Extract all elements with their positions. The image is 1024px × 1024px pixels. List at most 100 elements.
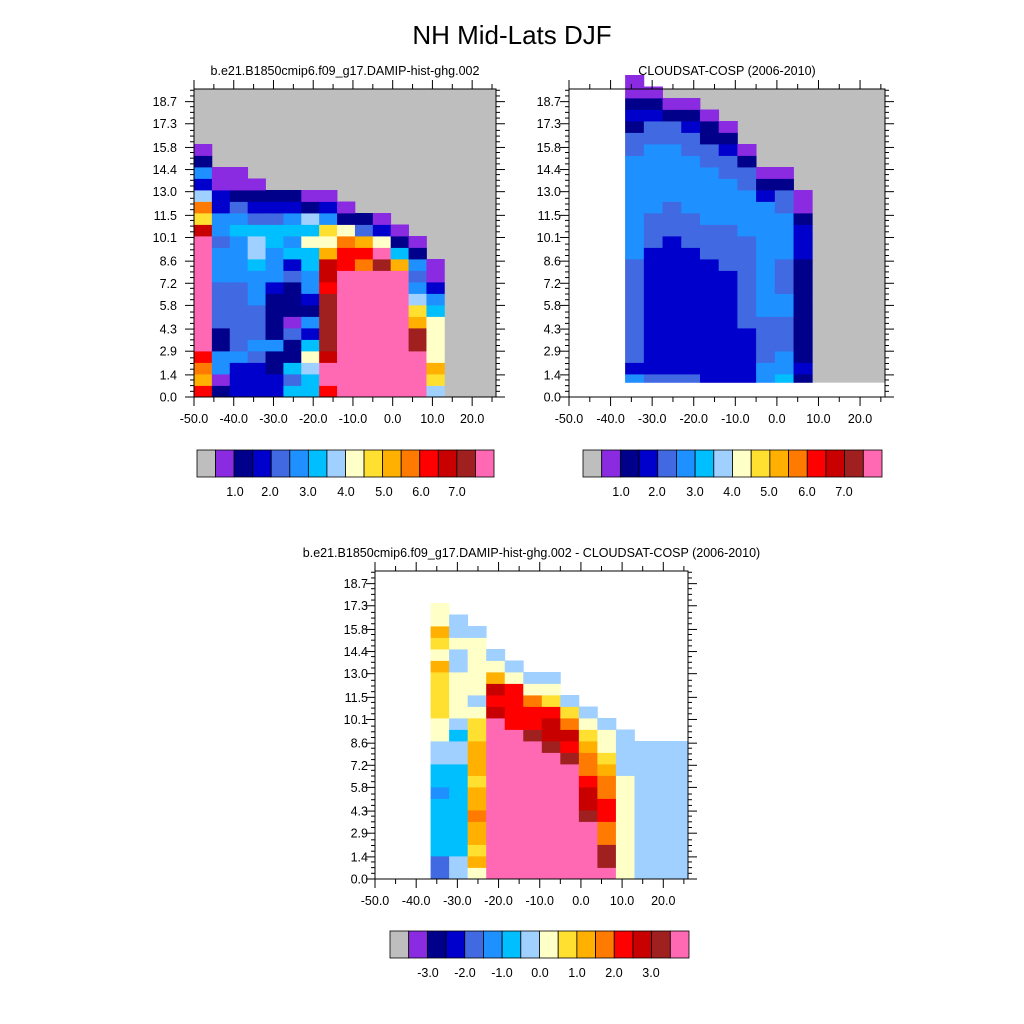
heatmap-cell: [486, 764, 506, 776]
y-tick-label: 0.0: [544, 391, 561, 405]
heatmap-cell: [737, 155, 757, 168]
heatmap-cell: [643, 259, 663, 271]
x-tick-label: -50.0: [361, 894, 390, 908]
heatmap-cell: [737, 351, 757, 363]
heatmap-cell: [737, 236, 757, 248]
heatmap-cell: [430, 775, 450, 788]
heatmap-cell: [467, 856, 487, 868]
heatmap-cell: [229, 247, 249, 260]
colorbar-box: [788, 449, 808, 478]
heatmap-cell: [194, 144, 213, 156]
heatmap-cell: [194, 293, 213, 306]
heatmap-cell: [737, 339, 757, 352]
heatmap-cell: [541, 729, 561, 742]
heatmap-cell: [211, 213, 231, 225]
heatmap-cell: [211, 190, 231, 202]
heatmap-cell: [354, 374, 374, 386]
heatmap-cell: [578, 718, 598, 730]
heatmap-cell: [681, 305, 701, 317]
x-tick-label: -30.0: [259, 412, 288, 426]
heatmap-cell: [337, 224, 356, 237]
colorbar-box: [576, 930, 596, 959]
heatmap-cell: [504, 821, 524, 834]
heatmap-cell: [681, 121, 701, 133]
colorbar-box: [676, 449, 696, 478]
heatmap-cell: [319, 190, 338, 202]
y-tick-label: 5.8: [351, 781, 368, 795]
colorbar-box: [326, 449, 346, 478]
colorbar-box: [557, 930, 578, 959]
colorbar-box: [713, 449, 733, 478]
heatmap-cell: [372, 247, 392, 260]
heatmap-cell: [408, 293, 427, 306]
heatmap-cell: [449, 798, 469, 811]
heatmap-cell: [247, 190, 266, 202]
heatmap-cell: [486, 741, 506, 753]
heatmap-cell: [643, 109, 663, 122]
heatmap-cell: [643, 98, 663, 110]
heatmap-cell: [662, 316, 682, 329]
heatmap-cell: [662, 328, 682, 340]
heatmap-cell: [283, 339, 302, 352]
heatmap-cell: [408, 339, 427, 352]
heatmap-cell: [430, 649, 450, 661]
x-tick-label: 20.0: [848, 412, 872, 426]
heatmap-cell: [774, 316, 794, 329]
heatmap-cell: [737, 374, 757, 386]
page-title: NH Mid-Lats DJF: [412, 20, 612, 50]
heatmap-cell: [793, 201, 813, 214]
heatmap-cell: [774, 259, 794, 271]
y-tick-label: 7.2: [544, 277, 561, 291]
heatmap-cell: [597, 856, 617, 868]
heatmap-cell: [426, 385, 445, 398]
heatmap-cell: [247, 236, 266, 248]
heatmap-cell: [718, 155, 738, 168]
heatmap-cell: [449, 741, 469, 753]
heatmap-cell: [681, 144, 701, 156]
heatmap-cell: [793, 339, 813, 352]
heatmap-cell: [699, 121, 720, 133]
heatmap-cell: [681, 259, 701, 271]
heatmap-cell: [718, 328, 738, 340]
heatmap-cell: [643, 236, 663, 248]
heatmap-cell: [774, 351, 794, 363]
heatmap-cell: [737, 362, 757, 375]
heatmap-cell: [301, 282, 320, 294]
heatmap-cell: [756, 339, 776, 352]
heatmap-cell: [737, 305, 757, 317]
y-tick-label: 1.4: [544, 368, 561, 382]
heatmap-cell: [756, 293, 776, 306]
colorbar: 1.0 2.0 3.0 4.0 5.0 6.0 7.0: [582, 449, 883, 499]
heatmap-cell: [449, 718, 469, 730]
heatmap-cell: [756, 201, 776, 214]
heatmap-cell: [426, 259, 445, 271]
colorbar-label: 3.0: [642, 966, 659, 980]
heatmap-cell: [211, 167, 231, 179]
heatmap-cell: [486, 683, 506, 696]
heatmap-cell: [467, 833, 487, 845]
heatmap-cell: [426, 351, 445, 363]
heatmap-cell: [643, 190, 663, 202]
y-tick-label: 14.4: [537, 163, 561, 177]
heatmap-cell: [319, 236, 338, 248]
y-tick-label: 11.5: [538, 209, 561, 223]
heatmap-cell: [426, 339, 445, 352]
heatmap-cell: [699, 167, 720, 179]
colorbar-label: 7.0: [448, 485, 465, 499]
colorbar-box: [419, 449, 439, 478]
heatmap-cell: [319, 339, 338, 352]
heatmap-cell: [615, 729, 635, 742]
colorbar-box: [363, 449, 384, 478]
heatmap-cell: [615, 833, 635, 845]
heatmap-cell: [625, 236, 645, 248]
y-tick-label: 17.3: [537, 117, 561, 131]
heatmap-cell: [430, 695, 450, 707]
heatmap-cell: [756, 328, 776, 340]
heatmap-cell: [247, 247, 266, 260]
heatmap-cell: [467, 764, 487, 776]
heatmap-cell: [774, 339, 794, 352]
heatmap-cell: [319, 293, 338, 306]
heatmap-cell: [718, 167, 738, 179]
heatmap-cell: [467, 821, 487, 834]
heatmap-cell: [523, 695, 543, 707]
